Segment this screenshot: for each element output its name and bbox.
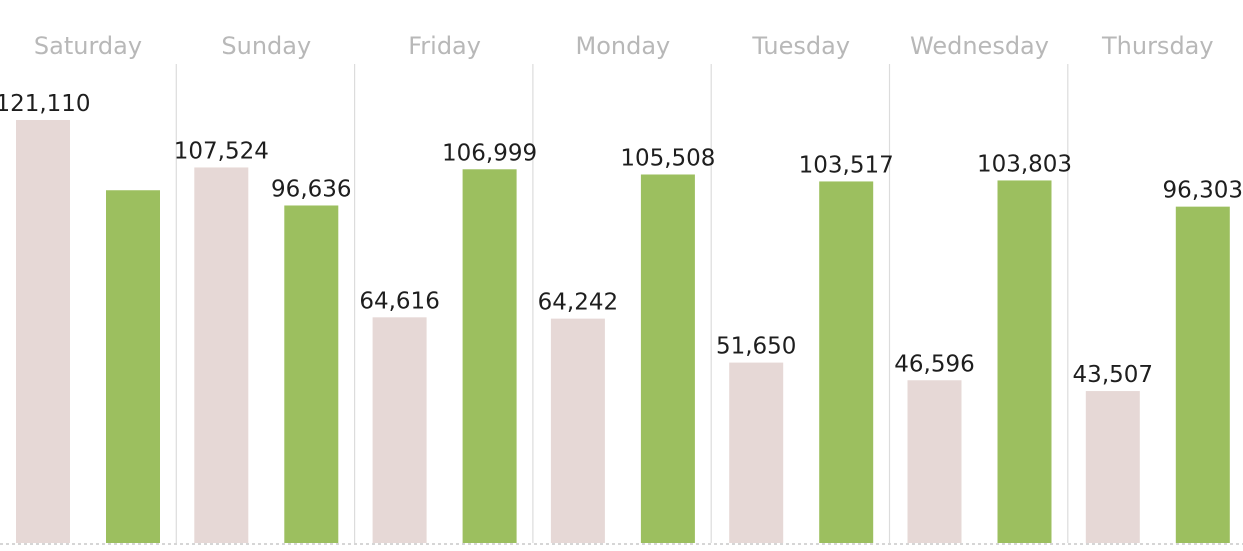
bar-monday-series-2 bbox=[640, 174, 695, 544]
bar-sunday-series-2 bbox=[284, 205, 339, 543]
bar-wednesday-series-2 bbox=[997, 180, 1052, 543]
day-label-monday: Monday bbox=[576, 32, 671, 60]
pane-separators bbox=[175, 64, 1069, 543]
value-label-thursday-series-1: 43,507 bbox=[1073, 362, 1153, 388]
day-label-friday: Friday bbox=[408, 32, 481, 60]
day-label-wednesday: Wednesday bbox=[910, 32, 1049, 60]
value-label-tuesday-series-1: 51,650 bbox=[716, 334, 796, 360]
value-label-friday-series-2: 106,999 bbox=[442, 140, 537, 166]
value-label-friday-series-1: 64,616 bbox=[359, 288, 439, 314]
day-label-saturday: Saturday bbox=[34, 32, 142, 60]
value-label-monday-series-1: 64,242 bbox=[538, 290, 618, 316]
value-label-wednesday-series-1: 46,596 bbox=[894, 351, 974, 377]
value-label-tuesday-series-2: 103,517 bbox=[799, 152, 894, 178]
bar-sunday-series-1 bbox=[194, 167, 249, 543]
bar-tuesday-series-1 bbox=[729, 362, 784, 543]
bar-friday-series-2 bbox=[462, 169, 517, 543]
day-label-thursday: Thursday bbox=[1101, 32, 1214, 60]
bar-tuesday-series-2 bbox=[819, 181, 874, 543]
bar-monday-series-1 bbox=[550, 318, 605, 543]
value-label-wednesday-series-2: 103,803 bbox=[977, 151, 1072, 177]
day-label-sunday: Sunday bbox=[221, 32, 311, 60]
value-label-monday-series-2: 105,508 bbox=[620, 145, 715, 171]
value-label-sunday-series-1: 107,524 bbox=[174, 138, 269, 164]
bar-wednesday-series-1 bbox=[907, 380, 962, 543]
day-label-tuesday: Tuesday bbox=[751, 32, 850, 60]
bars bbox=[16, 120, 1230, 544]
value-label-saturday-series-1: 121,110 bbox=[0, 91, 91, 117]
bar-saturday-series-1 bbox=[16, 120, 70, 543]
day-labels: Saturday Sunday Friday Monday Tuesday Wednesd… bbox=[34, 32, 1214, 60]
bar-thursday-series-1 bbox=[1085, 391, 1140, 543]
value-label-sunday-series-2: 96,636 bbox=[271, 176, 351, 202]
value-label-thursday-series-2: 96,303 bbox=[1163, 178, 1243, 204]
bar-friday-series-1 bbox=[372, 317, 427, 543]
bar-saturday-series-2 bbox=[106, 190, 160, 544]
bar-thursday-series-2 bbox=[1175, 206, 1230, 543]
